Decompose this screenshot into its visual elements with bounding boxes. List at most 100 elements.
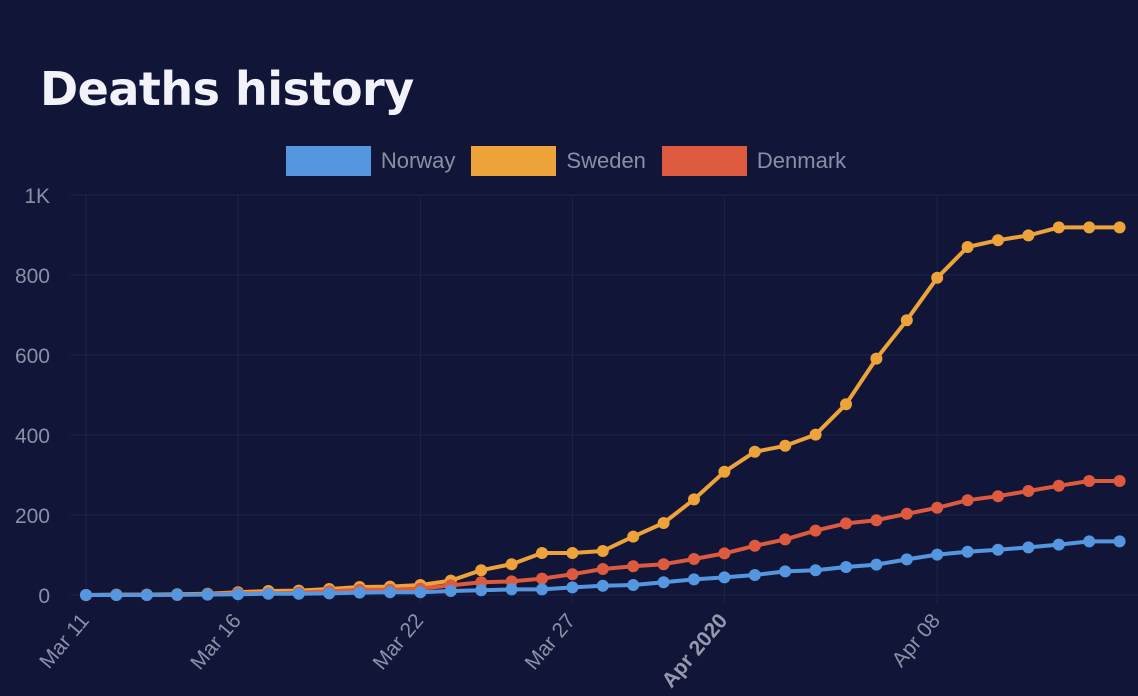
legend-swatch-sweden (471, 146, 557, 176)
data-point-sweden (931, 271, 944, 284)
data-point-norway (779, 565, 792, 578)
data-point-sweden (870, 352, 883, 365)
data-point-denmark (840, 517, 852, 530)
y-tick-label: 1K (24, 185, 50, 208)
legend-label-norway: Norway (380, 148, 456, 173)
data-point-sweden (779, 439, 792, 452)
data-point-sweden (505, 558, 518, 571)
data-point-norway (1022, 541, 1035, 554)
data-point-norway (961, 545, 974, 558)
data-point-norway (748, 569, 761, 581)
x-tick-label: Mar 27 (521, 609, 581, 674)
data-point-norway (323, 587, 336, 600)
data-point-sweden (992, 234, 1004, 247)
data-point-denmark (718, 547, 731, 560)
data-point-norway (931, 548, 944, 561)
data-point-denmark (627, 560, 640, 573)
data-point-denmark (566, 568, 579, 581)
data-point-norway (475, 584, 488, 597)
data-point-sweden (596, 545, 609, 557)
data-point-sweden (1113, 221, 1126, 234)
data-point-denmark (1083, 475, 1096, 487)
data-point-norway (1113, 535, 1126, 548)
data-point-denmark (1022, 485, 1035, 497)
y-tick-label: 200 (15, 505, 50, 528)
data-point-norway (505, 583, 518, 596)
data-point-norway (1083, 535, 1096, 548)
data-point-norway (657, 576, 670, 589)
data-point-norway (809, 564, 822, 577)
data-point-norway (262, 587, 275, 600)
data-point-denmark (688, 553, 700, 565)
y-tick-label: 0 (38, 585, 50, 608)
data-point-norway (292, 587, 305, 600)
data-point-denmark (657, 558, 670, 571)
data-point-sweden (1022, 229, 1035, 242)
data-point-sweden (1083, 221, 1096, 234)
x-tick-label: Mar 22 (369, 609, 429, 674)
x-tick-label: Mar 16 (186, 609, 246, 674)
data-point-norway (840, 561, 852, 573)
data-point-norway (384, 586, 396, 599)
data-point-norway (1052, 538, 1065, 551)
data-point-norway (566, 581, 579, 594)
data-point-sweden (809, 428, 822, 441)
legend-label-sweden: Sweden (566, 148, 646, 173)
data-point-denmark (536, 572, 548, 585)
data-point-norway (688, 573, 700, 586)
y-tick-label: 400 (15, 425, 50, 448)
legend-item-denmark[interactable]: Denmark (661, 146, 847, 176)
legend-swatch-norway (285, 146, 371, 176)
data-point-norway (353, 586, 366, 599)
data-point-sweden (718, 465, 731, 478)
data-point-sweden (748, 445, 761, 458)
data-point-sweden (1052, 221, 1065, 234)
data-point-norway (140, 589, 153, 601)
x-tick-label: Apr 08 (888, 609, 945, 671)
y-tick-label: 600 (15, 345, 50, 368)
data-point-denmark (900, 507, 913, 520)
data-point-norway (718, 571, 731, 584)
data-point-norway (110, 589, 123, 601)
data-point-norway (870, 558, 883, 571)
data-point-sweden (840, 398, 852, 411)
y-tick-label: 800 (15, 265, 50, 288)
data-point-denmark (779, 533, 792, 546)
data-point-denmark (809, 524, 822, 537)
data-point-denmark (1113, 475, 1126, 487)
legend-label-denmark: Denmark (756, 148, 847, 173)
data-point-norway (201, 588, 214, 601)
x-tick-label: Mar 11 (35, 609, 94, 673)
legend-item-sweden[interactable]: Sweden (471, 146, 646, 176)
data-point-sweden (566, 547, 579, 559)
legend-swatch-denmark (661, 146, 747, 176)
data-point-denmark (992, 490, 1004, 503)
data-point-norway (232, 588, 244, 601)
data-point-sweden (536, 547, 548, 559)
data-point-norway (627, 579, 640, 591)
data-point-norway (596, 579, 609, 592)
data-point-sweden (627, 530, 640, 543)
data-point-norway (900, 553, 913, 566)
chart-title: Deaths history (40, 62, 414, 116)
data-point-sweden (900, 314, 913, 327)
data-point-denmark (961, 494, 974, 507)
data-point-denmark (596, 563, 609, 575)
data-point-norway (414, 586, 427, 599)
data-point-norway (80, 589, 92, 601)
data-point-sweden (657, 517, 670, 529)
data-point-denmark (870, 514, 883, 527)
data-point-sweden (475, 564, 488, 577)
data-point-denmark (931, 501, 944, 514)
series-line-sweden (85, 225, 1120, 597)
data-point-norway (171, 588, 184, 601)
data-point-denmark (748, 539, 761, 552)
legend: Norway Sweden Denmark (0, 146, 1138, 176)
legend-item-norway[interactable]: Norway (285, 146, 456, 176)
data-point-sweden (688, 493, 700, 506)
data-point-norway (992, 543, 1004, 556)
data-point-norway (444, 585, 457, 597)
data-point-norway (536, 583, 548, 596)
data-point-denmark (1052, 479, 1065, 492)
